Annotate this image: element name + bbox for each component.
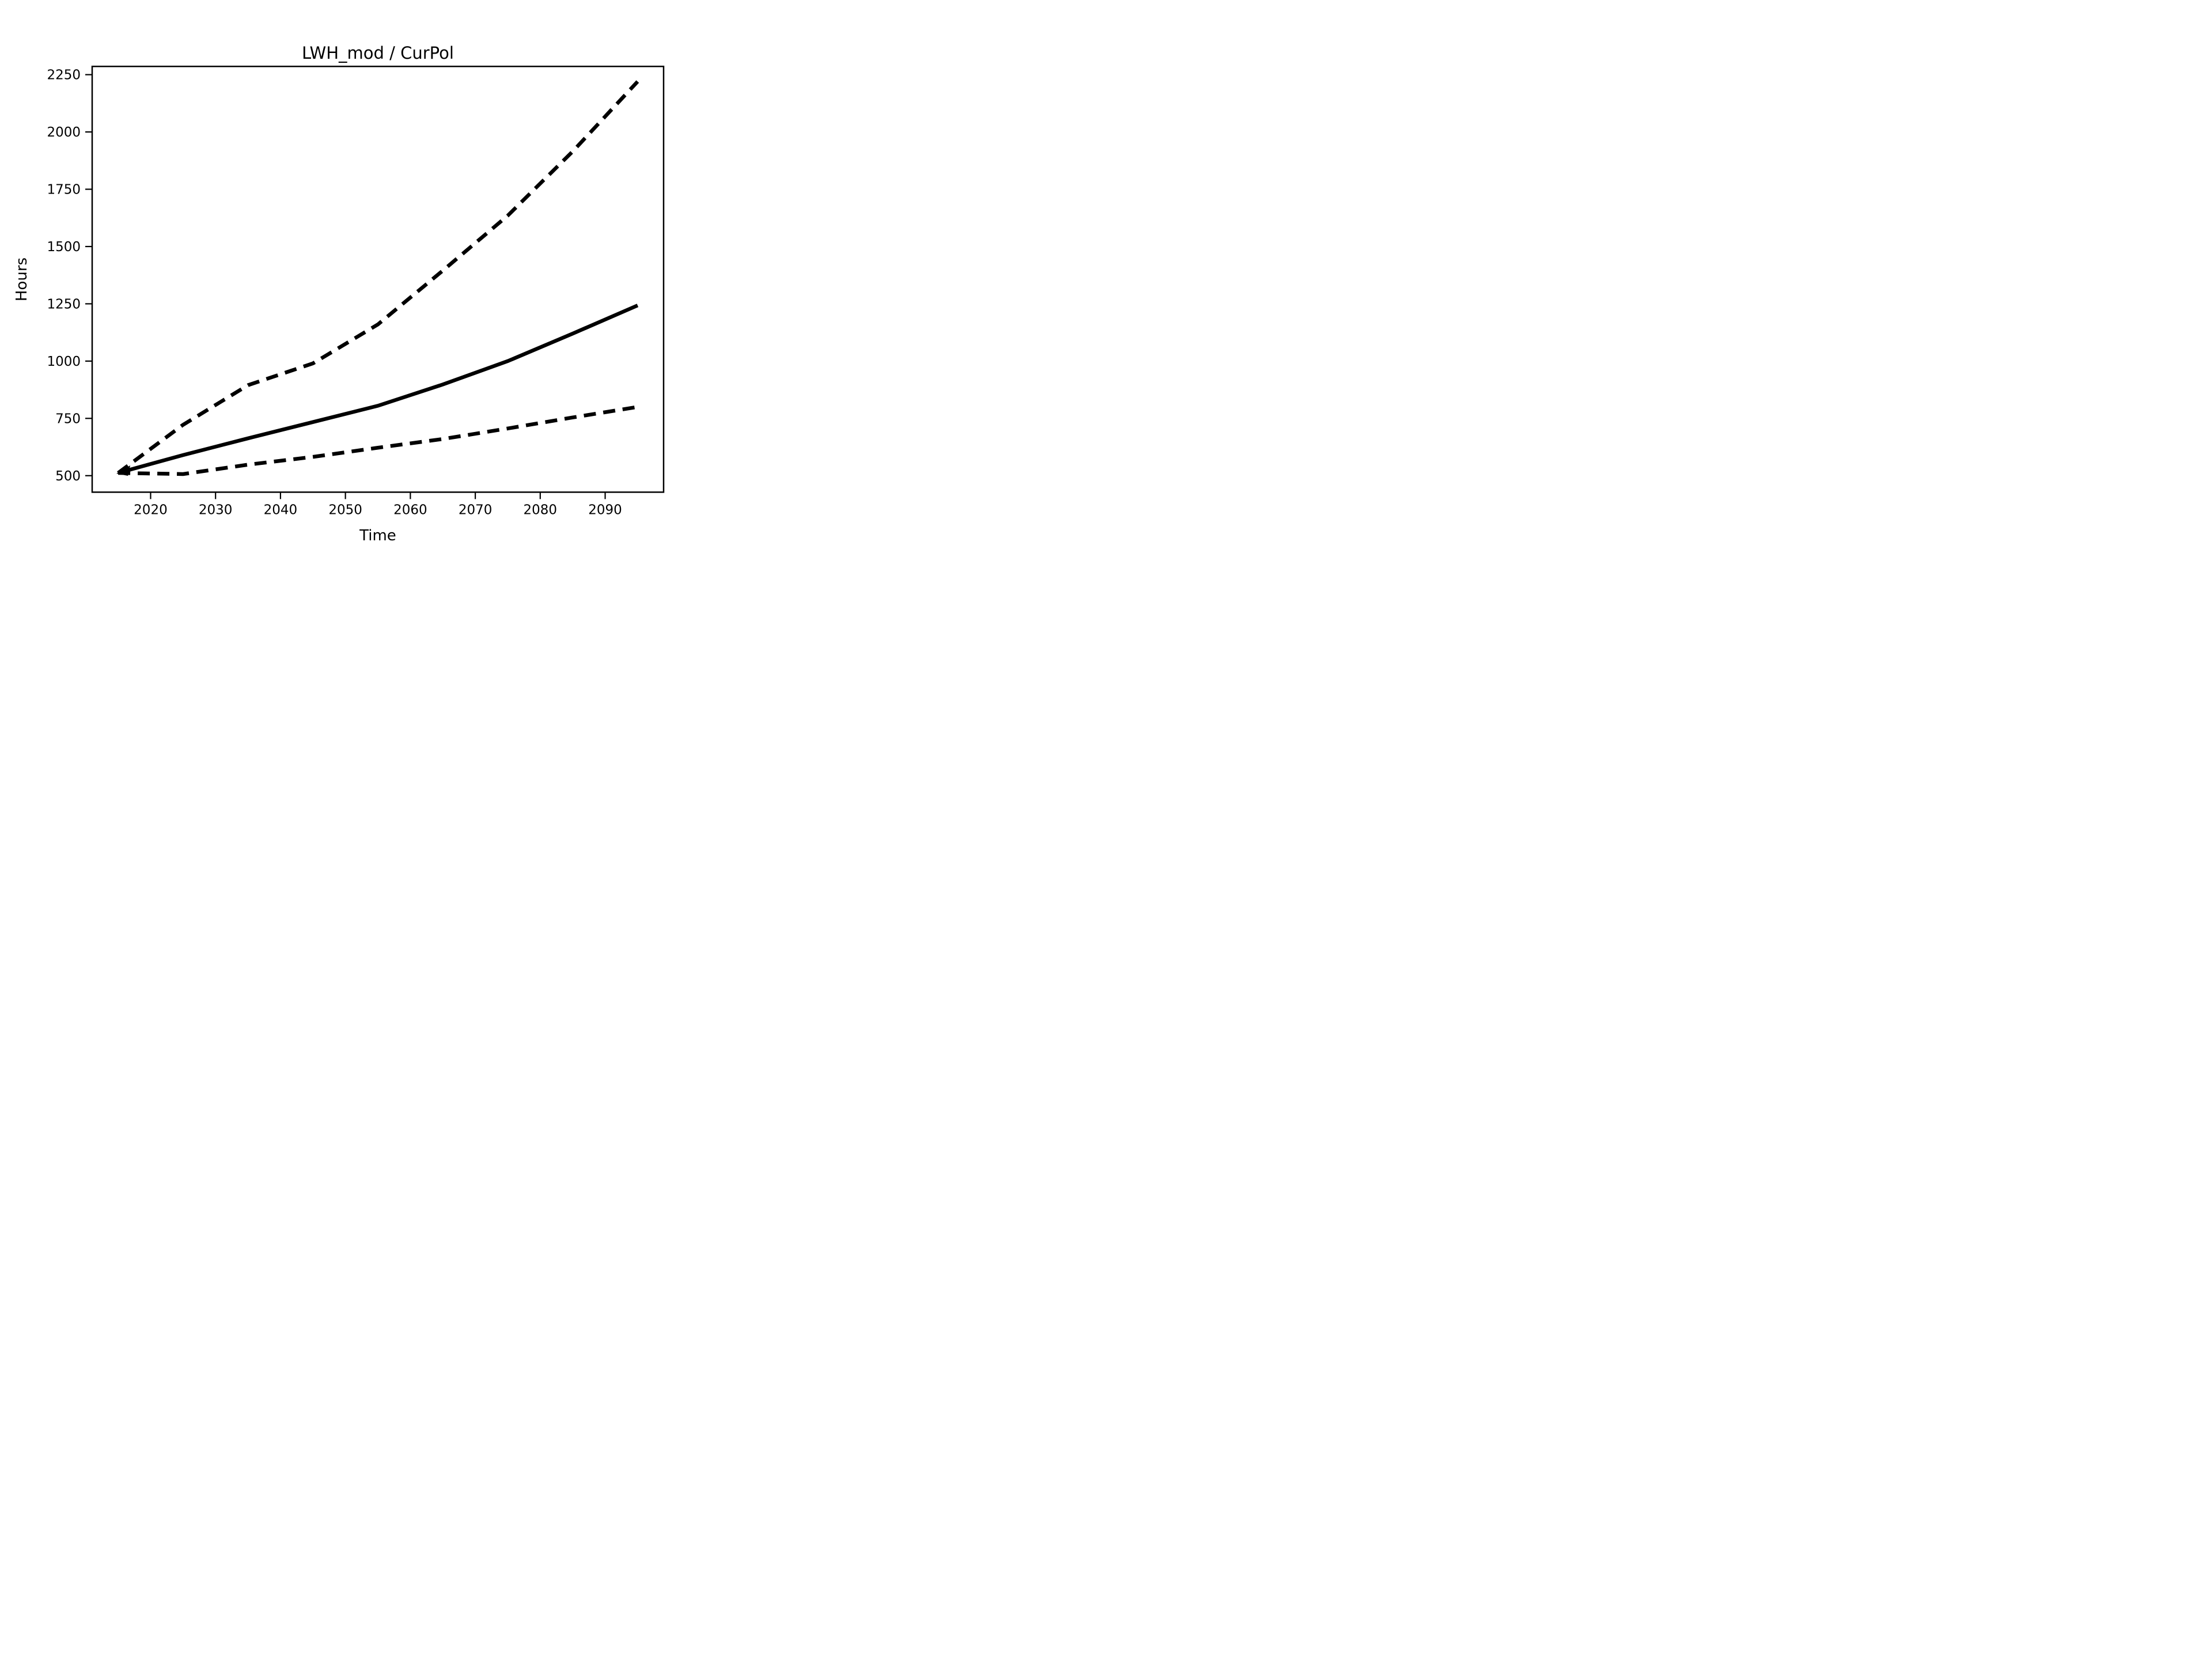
x-tick-label: 2040	[264, 502, 298, 517]
x-tick-label: 2060	[393, 502, 427, 517]
y-tick-label: 1750	[47, 183, 81, 198]
y-axis-label: Hours	[13, 257, 31, 301]
x-tick-label: 2030	[199, 502, 233, 517]
y-tick-label: 2250	[47, 68, 81, 83]
y-tick-label: 750	[55, 411, 81, 426]
y-tick-label: 500	[55, 469, 81, 484]
y-tick-label: 1000	[47, 354, 81, 369]
y-tick-label: 1250	[47, 297, 81, 312]
x-tick-label: 2090	[588, 502, 622, 517]
y-tick-label: 2000	[47, 125, 81, 140]
plot-area: 2020 2030 2040 2050 2060 2070 2080 2090 500 750 10…	[47, 66, 665, 517]
x-axis-label: Time	[359, 527, 396, 544]
x-tick-label: 2080	[524, 502, 558, 517]
chart-svg: LWH_mod / CurPol Time Hours 2020 2030 2040…	[13, 43, 665, 544]
x-tick-label: 2070	[459, 502, 493, 517]
series-upper-bound-line	[117, 80, 639, 475]
series-lower-bound-line	[118, 405, 638, 476]
annotation-arrowhead-icon	[116, 465, 131, 476]
figure-canvas: LWH_mod / CurPol Time Hours 2020 2030 2040…	[0, 0, 737, 553]
y-tick-label: 1500	[47, 240, 81, 255]
chart-title: LWH_mod / CurPol	[302, 43, 454, 63]
x-tick-label: 2020	[134, 502, 168, 517]
x-tick-label: 2050	[328, 502, 362, 517]
series-central-line	[118, 304, 639, 475]
axes-spines	[91, 66, 665, 493]
